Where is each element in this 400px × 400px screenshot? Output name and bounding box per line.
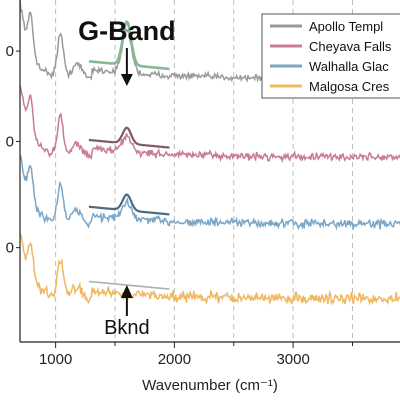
- y-tick-label-2: 0: [6, 134, 14, 151]
- y-tick-label-3: 0: [6, 240, 14, 257]
- series-line-2: [19, 85, 400, 164]
- annotation-bknd: Bknd: [104, 317, 150, 339]
- y-axis-ticks: 0 0 0: [6, 43, 20, 257]
- x-axis-ticks: 1000 2000 3000: [39, 342, 353, 368]
- fit-curve-2: [88, 126, 170, 149]
- fit-curves: [88, 20, 170, 290]
- legend-label-1: Apollo Templ: [309, 19, 383, 34]
- legend-label-3: Walhalla Glac: [309, 59, 389, 74]
- fit-curve-4: [88, 280, 170, 290]
- series-line-3: [19, 154, 400, 231]
- bknd-arrow-head: [120, 285, 133, 298]
- legend-label-2: Cheyava Falls: [309, 39, 392, 54]
- fit-curve-1: [88, 20, 170, 71]
- annotation-g-band: G-Band: [78, 16, 176, 46]
- y-tick-label-1: 0: [6, 43, 14, 60]
- x-tick-label-3000: 3000: [276, 351, 309, 368]
- g-band-arrow-head: [120, 74, 133, 86]
- legend-box: [261, 13, 400, 99]
- legend: Apollo Templ Cheyava Falls Walhalla Glac Ma…: [261, 13, 400, 99]
- fit-curve-3: [88, 193, 170, 216]
- plot-frame: [19, 0, 400, 343]
- annotations: G-Band Bknd: [78, 16, 176, 339]
- series-line-4: [19, 232, 400, 306]
- x-tick-label-2000: 2000: [158, 351, 191, 368]
- legend-label-4: Malgosa Cres: [309, 79, 390, 94]
- x-tick-label-1000: 1000: [39, 351, 72, 368]
- x-axis-label: Wavenumber (cm⁻¹): [142, 377, 278, 394]
